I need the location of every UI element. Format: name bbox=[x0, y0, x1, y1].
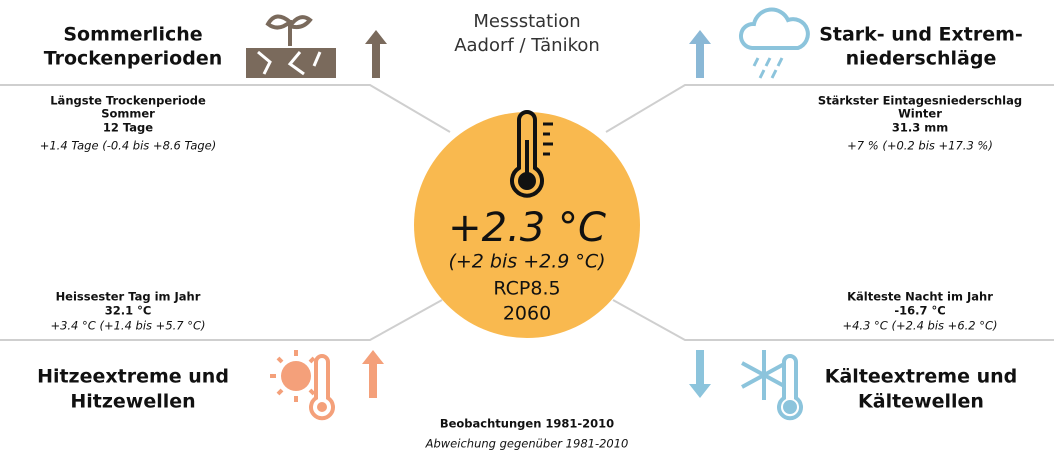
center-value: +2.3 °C bbox=[448, 205, 606, 251]
indicator: -16.7 °C bbox=[894, 304, 945, 318]
change: +1.4 Tage (-0.4 bis +8.6 Tage) bbox=[40, 139, 217, 153]
arrow-down bbox=[689, 350, 711, 398]
arrow-up bbox=[365, 30, 387, 78]
panel-title: Hitzeextreme und bbox=[37, 366, 229, 388]
change: +3.4 °C (+1.4 bis +5.7 °C) bbox=[50, 319, 205, 333]
center-circle bbox=[414, 112, 640, 338]
center-year: 2060 bbox=[503, 303, 551, 325]
indicator: Sommer bbox=[101, 107, 155, 121]
center-range: (+2 bis +2.9 °C) bbox=[448, 251, 605, 273]
station-name: Messstation bbox=[473, 11, 580, 32]
indicator: 32.1 °C bbox=[105, 304, 152, 318]
panel-title: niederschläge bbox=[846, 48, 997, 70]
indicator: Heissester Tag im Jahr bbox=[56, 290, 201, 304]
thermometer-icon bbox=[510, 110, 553, 198]
station-place: Aadorf / Tänikon bbox=[454, 35, 600, 56]
connector-lines bbox=[0, 84, 1054, 341]
panel-title: Kältewellen bbox=[858, 391, 984, 413]
cold-icon bbox=[741, 350, 803, 421]
panel-title: Sommerliche bbox=[63, 24, 202, 46]
change: +7 % (+0.2 bis +17.3 %) bbox=[847, 139, 993, 153]
indicator: Längste Trockenperiode bbox=[50, 94, 206, 108]
arrow-up bbox=[689, 30, 711, 78]
indicator: 12 Tage bbox=[103, 121, 153, 135]
center-scenario: RCP8.5 bbox=[493, 278, 560, 300]
footer-observation: Beobachtungen 1981-2010 bbox=[440, 417, 614, 431]
panel-title: Kälteextreme und bbox=[825, 366, 1017, 388]
indicator: Winter bbox=[898, 107, 942, 121]
rain-icon bbox=[739, 7, 810, 79]
panel-title: Hitzewellen bbox=[70, 391, 195, 413]
drought-icon bbox=[246, 14, 336, 78]
panel-title: Stark- und Extrem- bbox=[819, 24, 1023, 46]
change: +4.3 °C (+2.4 bis +6.2 °C) bbox=[842, 319, 997, 333]
panel-title: Trockenperioden bbox=[44, 48, 223, 70]
heat-icon bbox=[270, 350, 335, 421]
indicator: Stärkster Eintagesniederschlag bbox=[818, 94, 1022, 108]
footer-deviation: Abweichung gegenüber 1981-2010 bbox=[425, 437, 629, 451]
arrow-up bbox=[362, 350, 384, 398]
indicator: 31.3 mm bbox=[892, 121, 948, 135]
indicator: Kälteste Nacht im Jahr bbox=[847, 290, 993, 304]
